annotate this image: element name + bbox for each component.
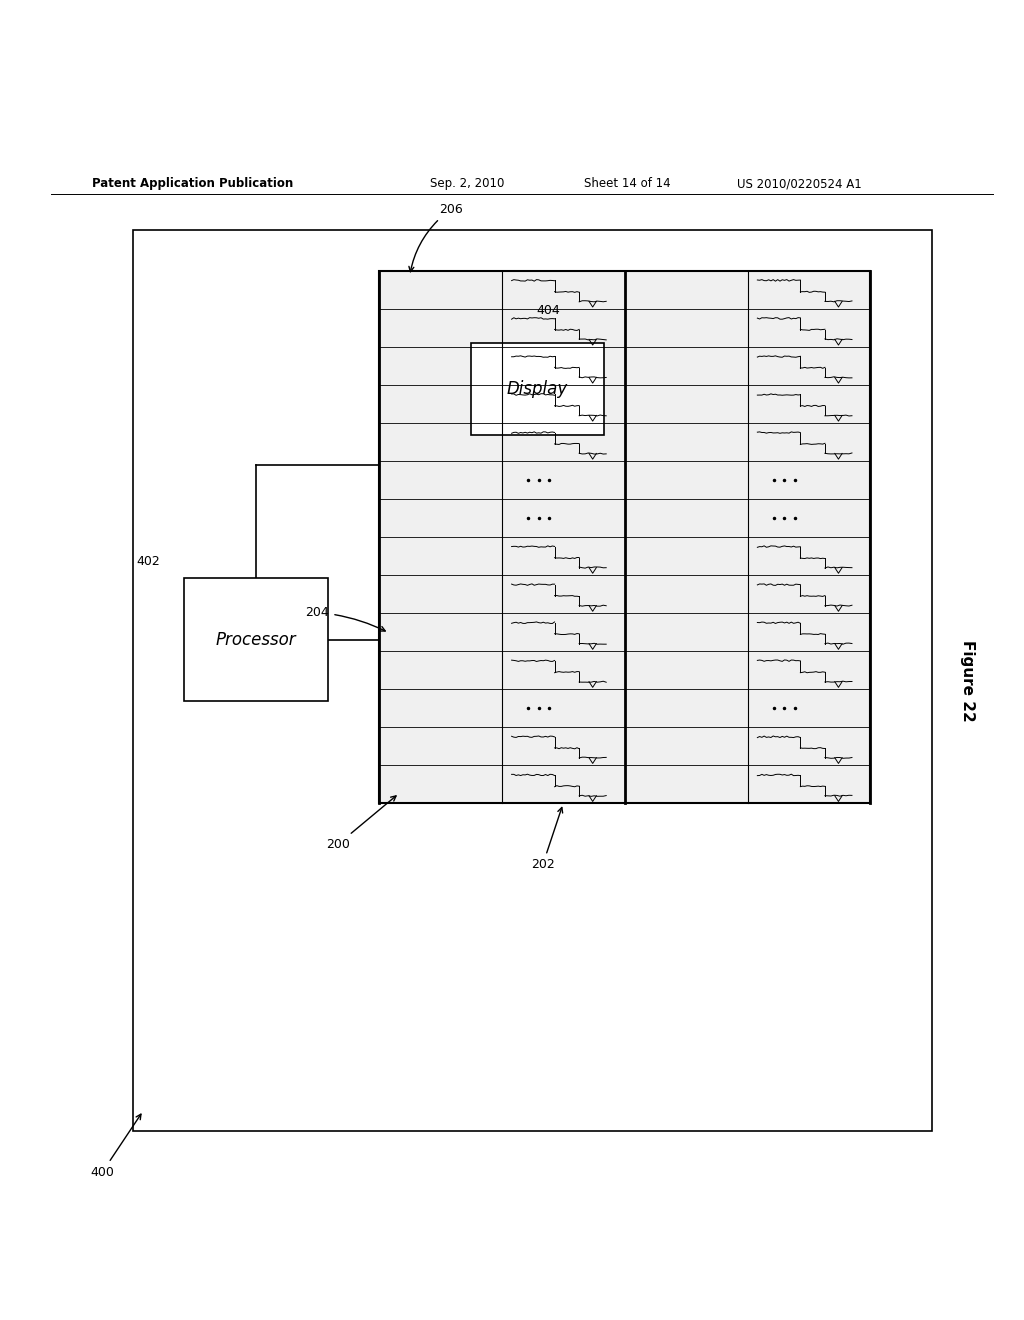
Text: 402: 402 bbox=[136, 554, 161, 568]
FancyBboxPatch shape bbox=[379, 271, 870, 804]
Text: Processor: Processor bbox=[216, 631, 296, 648]
Text: US 2010/0220524 A1: US 2010/0220524 A1 bbox=[737, 177, 862, 190]
Text: 200: 200 bbox=[326, 796, 396, 851]
Text: 204: 204 bbox=[305, 606, 385, 631]
Text: Sheet 14 of 14: Sheet 14 of 14 bbox=[584, 177, 671, 190]
FancyBboxPatch shape bbox=[133, 230, 932, 1131]
FancyBboxPatch shape bbox=[184, 578, 328, 701]
Text: Sep. 2, 2010: Sep. 2, 2010 bbox=[430, 177, 505, 190]
Text: 404: 404 bbox=[536, 304, 560, 317]
FancyBboxPatch shape bbox=[471, 343, 604, 434]
Text: Display: Display bbox=[507, 380, 568, 397]
Text: Patent Application Publication: Patent Application Publication bbox=[92, 177, 294, 190]
Text: 202: 202 bbox=[530, 808, 562, 871]
Text: 400: 400 bbox=[90, 1114, 141, 1179]
Text: Figure 22: Figure 22 bbox=[961, 640, 975, 721]
Text: 206: 206 bbox=[409, 203, 463, 272]
